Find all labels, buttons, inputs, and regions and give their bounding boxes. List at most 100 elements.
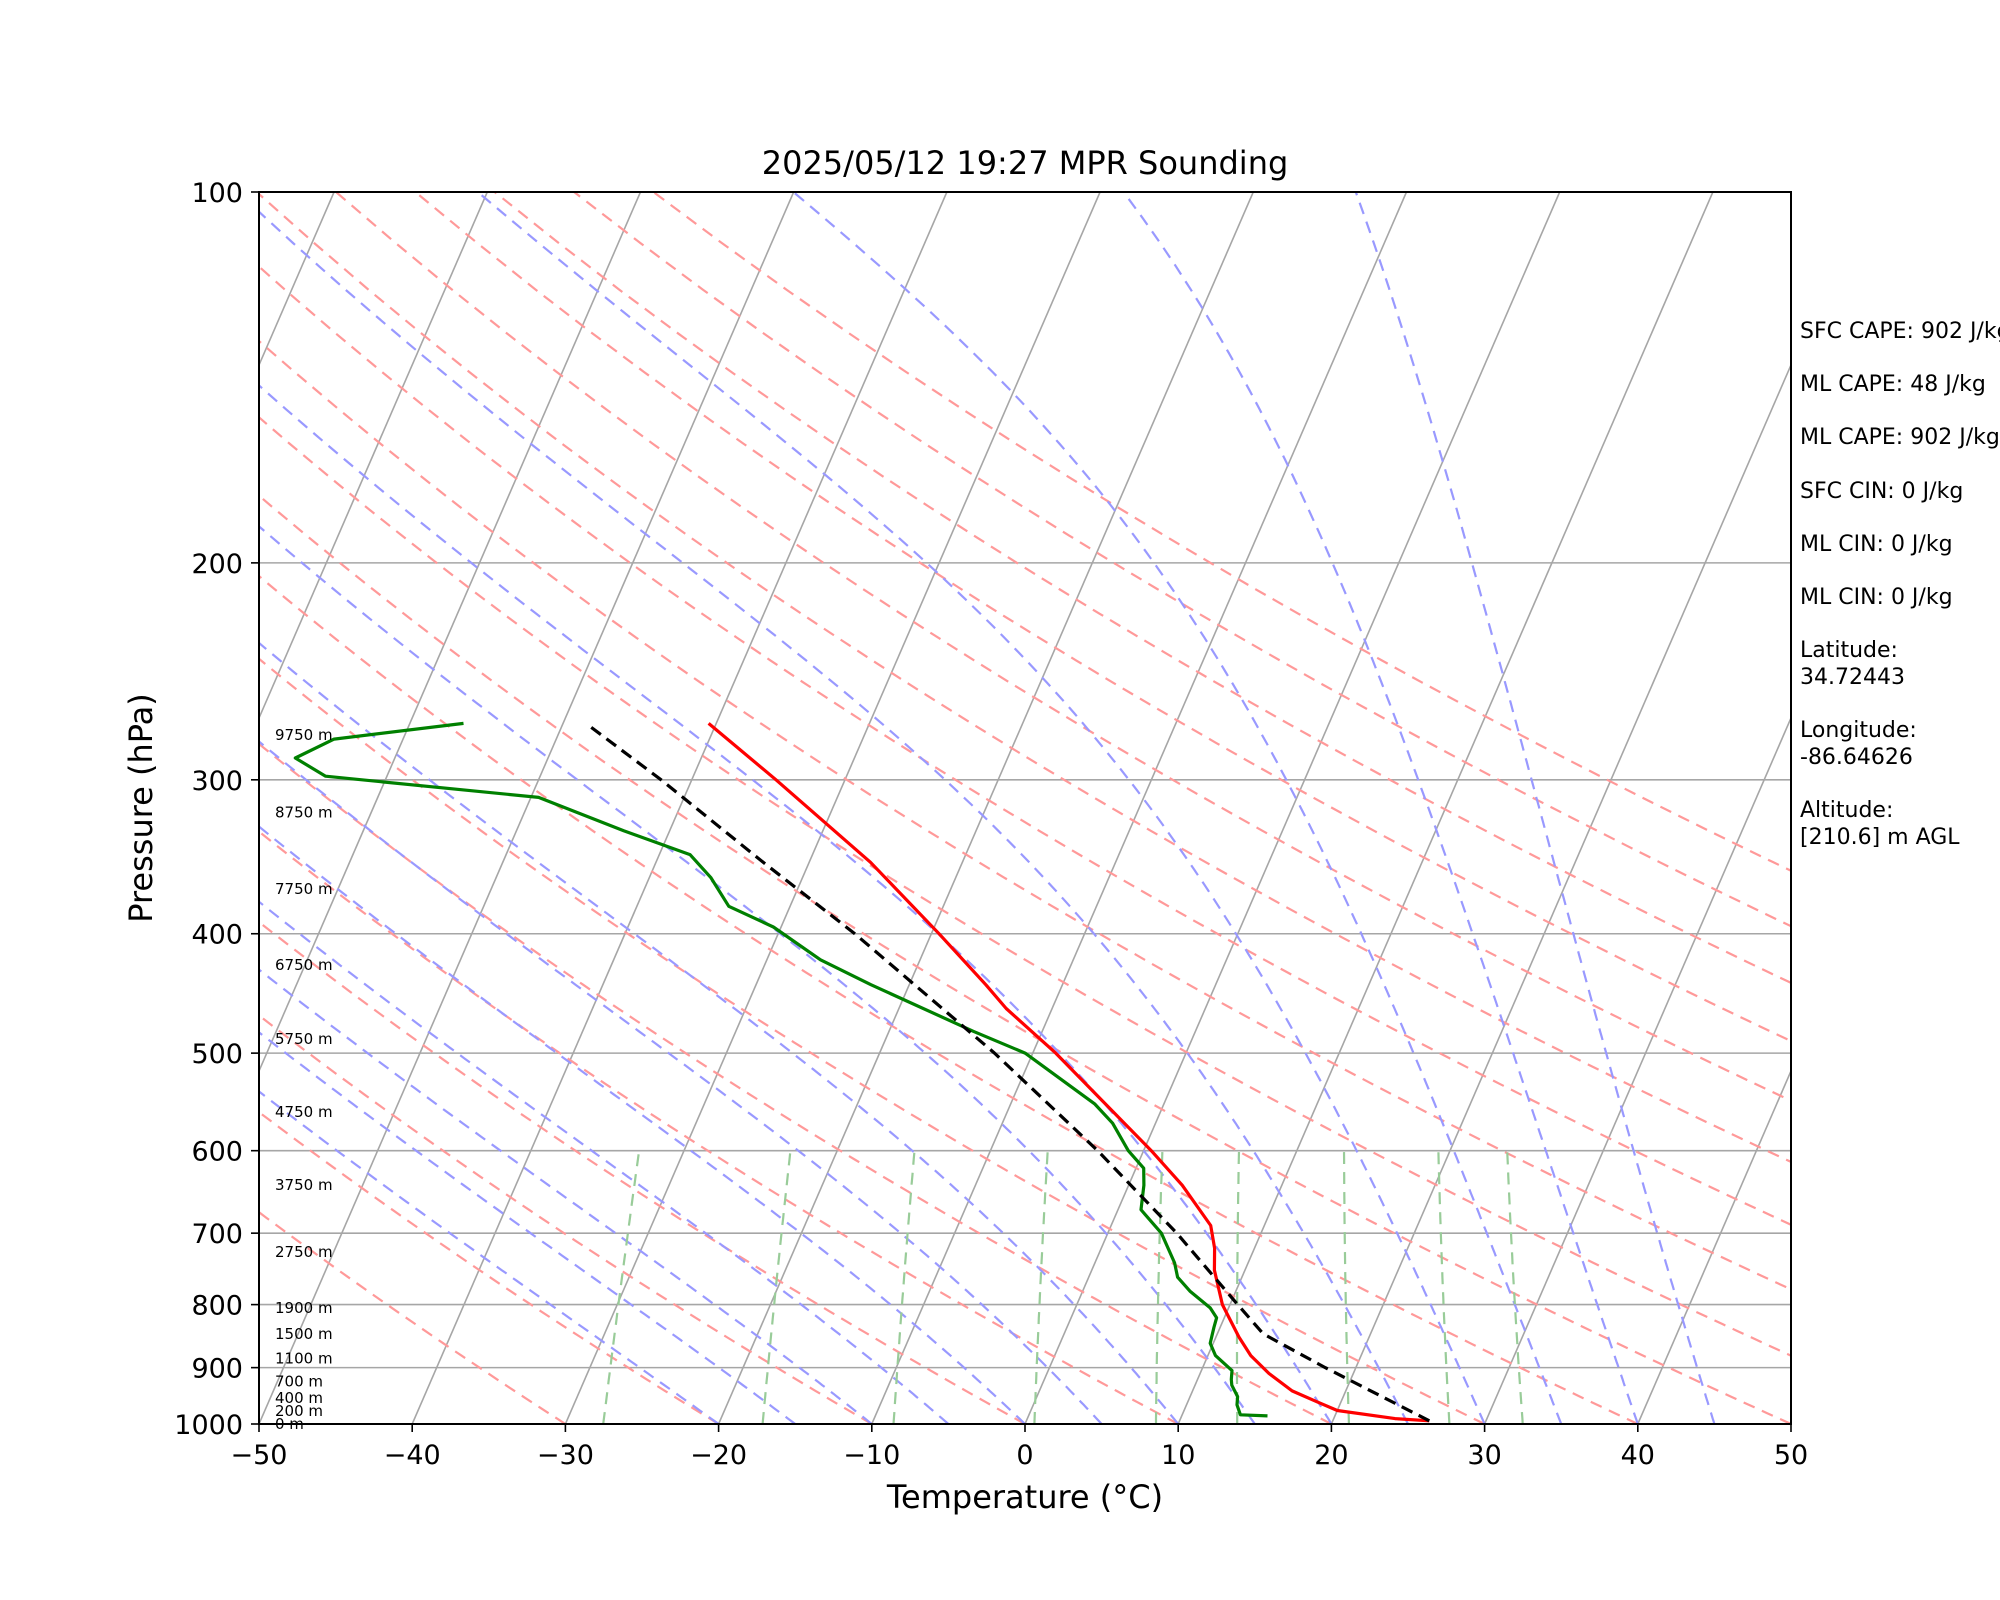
- moist-adiabat-line: [259, 641, 1180, 1424]
- y-axis-title: Pressure (hPa): [122, 693, 160, 923]
- dry-adiabat-line: [494, 192, 1791, 985]
- x-tick-label: 20: [1314, 1440, 1348, 1471]
- sounding-stats: SFC CAPE: 902 J/kg ML CAPE: 48 J/kg ML CAP…: [1800, 319, 2000, 850]
- stat-line: ML CIN: 0 J/kg: [1800, 532, 1953, 557]
- isotherm-line: [259, 192, 795, 1424]
- stat-line: SFC CAPE: 902 J/kg: [1800, 319, 2000, 344]
- moist-adiabat-line: [1122, 192, 1639, 1424]
- y-tick-label: 1000: [174, 1410, 243, 1441]
- series-line-1: [293, 721, 1268, 1418]
- dry-adiabat-line: [259, 742, 1332, 1424]
- stat-line: -86.64626: [1800, 745, 1913, 770]
- moist-adiabat-line: [477, 192, 1486, 1424]
- x-tick-label: −20: [690, 1440, 747, 1471]
- height-label: 700 m: [275, 1373, 323, 1391]
- isotherm-line: [564, 192, 1101, 1424]
- isotherm-line: [259, 192, 489, 720]
- stat-line: 34.72443: [1800, 665, 1905, 690]
- height-label: 400 m: [275, 1389, 323, 1407]
- dry-adiabat-line: [259, 830, 1179, 1424]
- dry-adiabat-line: [259, 265, 1791, 1226]
- height-label: 0 m: [275, 1415, 304, 1433]
- isotherm-line: [871, 192, 1408, 1424]
- y-tick-label: 600: [191, 1137, 243, 1168]
- dry-adiabat-line: [259, 657, 1486, 1424]
- stat-line: ML CIN: 0 J/kg: [1800, 585, 1953, 610]
- series-line-2: [585, 722, 1431, 1423]
- moist-adiabat-line: [259, 524, 1256, 1424]
- x-tick-label: 0: [1016, 1440, 1033, 1471]
- dry-adiabat-line: [259, 920, 1026, 1424]
- isotherm-line: [717, 192, 1255, 1424]
- x-tick-label: 30: [1467, 1440, 1501, 1471]
- x-tick-label: −10: [843, 1440, 900, 1471]
- moist-adiabat-line: [259, 383, 1333, 1424]
- dry-adiabat-line: [652, 192, 1791, 872]
- dry-adiabat-line: [259, 1014, 873, 1424]
- mixing-ratio-line: [602, 1150, 641, 1424]
- moist-adiabat-line: [259, 210, 1409, 1424]
- dry-adiabat-line: [259, 339, 1791, 1291]
- y-axis: 100 200 300 400 500 600 700 800 900 1000: [174, 178, 259, 1441]
- x-tick-label: −40: [384, 1440, 441, 1471]
- height-label: 8750 m: [275, 804, 333, 822]
- isotherm-line: [411, 192, 948, 1424]
- dry-adiabat-line: [259, 494, 1791, 1424]
- x-tick-label: −50: [231, 1440, 288, 1471]
- y-tick-label: 500: [191, 1039, 243, 1070]
- height-label: 1500 m: [275, 1325, 333, 1343]
- dry-adiabat-line: [259, 415, 1791, 1357]
- x-axis: −50 −40 −30 −20 −10 0 10 20 30 40 50: [231, 1424, 1808, 1471]
- x-tick-label: 10: [1161, 1440, 1195, 1471]
- isotherm-line: [1177, 192, 1714, 1424]
- x-tick-label: 40: [1621, 1440, 1655, 1471]
- y-tick-label: 200: [191, 549, 243, 580]
- moist-adiabat-line: [259, 1030, 796, 1424]
- moist-adiabat-line: [259, 1090, 720, 1424]
- stat-line: Latitude:: [1800, 638, 1898, 663]
- height-label: 5750 m: [275, 1030, 333, 1048]
- isotherm-line: [1024, 192, 1561, 1424]
- moist-adiabat-line: [259, 825, 1026, 1424]
- height-label: 200 m: [275, 1402, 323, 1420]
- stat-line: SFC CIN: 0 J/kg: [1800, 479, 1963, 504]
- stat-line: ML CAPE: 902 J/kg: [1800, 425, 2000, 450]
- x-tick-label: 50: [1774, 1440, 1808, 1471]
- moist-adiabat-line: [259, 968, 873, 1424]
- moist-adiabat-line: [259, 900, 950, 1424]
- isotherm-line: [1330, 362, 1791, 1424]
- x-tick-label: −30: [537, 1440, 594, 1471]
- height-label: 1900 m: [275, 1299, 333, 1317]
- moist-adiabat-line: [259, 740, 1103, 1424]
- height-label: 7750 m: [275, 880, 333, 898]
- y-tick-label: 800: [191, 1291, 243, 1322]
- height-label: 3750 m: [275, 1176, 333, 1194]
- stat-line: [210.6] m AGL: [1800, 825, 1960, 850]
- moist-adiabat-line: [1354, 192, 1716, 1424]
- x-axis-title: Temperature (°C): [886, 1478, 1163, 1516]
- sounding-traces: [293, 721, 1431, 1423]
- y-tick-label: 900: [191, 1354, 243, 1385]
- reference-lines: [259, 192, 1791, 1424]
- stat-line: Altitude:: [1800, 798, 1893, 823]
- series-line-0: [707, 722, 1430, 1423]
- y-tick-label: 700: [191, 1219, 243, 1250]
- dry-adiabat-line: [259, 192, 1791, 1164]
- height-label: 9750 m: [275, 726, 333, 744]
- height-label: 4750 m: [275, 1103, 333, 1121]
- dry-adiabat-line: [414, 192, 1791, 1043]
- height-label: 2750 m: [275, 1243, 333, 1261]
- moist-adiabat-line: [792, 192, 1563, 1424]
- y-tick-label: 400: [191, 920, 243, 951]
- height-label: 1100 m: [275, 1350, 333, 1368]
- stat-line: Longitude:: [1800, 718, 1917, 743]
- isotherm-line: [1637, 1068, 1791, 1424]
- height-label: 6750 m: [275, 956, 333, 974]
- isotherm-line: [259, 192, 642, 1074]
- dry-adiabat-line: [259, 1110, 720, 1424]
- chart-title: 2025/05/12 19:27 MPR Sounding: [762, 144, 1289, 182]
- isotherm-line: [1483, 715, 1791, 1424]
